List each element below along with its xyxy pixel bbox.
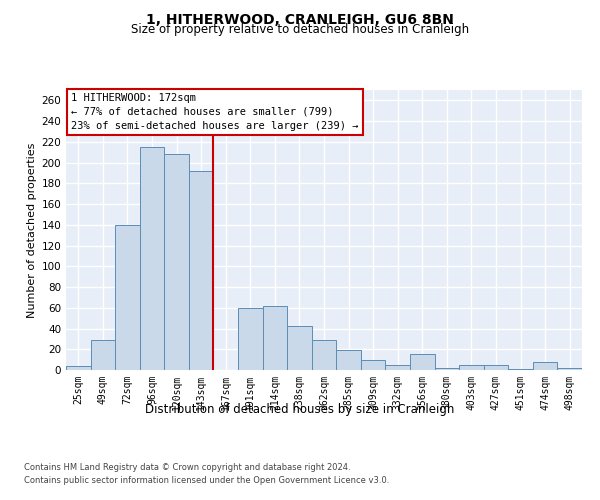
Text: 1, HITHERWOOD, CRANLEIGH, GU6 8BN: 1, HITHERWOOD, CRANLEIGH, GU6 8BN [146, 12, 454, 26]
Bar [312, 340, 336, 370]
Bar [336, 350, 361, 370]
Bar [189, 171, 214, 370]
Bar [459, 365, 484, 370]
Text: Contains HM Land Registry data © Crown copyright and database right 2024.: Contains HM Land Registry data © Crown c… [24, 462, 350, 471]
Bar [238, 308, 263, 370]
Bar [533, 362, 557, 370]
Text: 1 HITHERWOOD: 172sqm
← 77% of detached houses are smaller (799)
23% of semi-deta: 1 HITHERWOOD: 172sqm ← 77% of detached h… [71, 93, 359, 131]
Bar [91, 340, 115, 370]
Bar [434, 368, 459, 370]
Bar [263, 306, 287, 370]
Bar [164, 154, 189, 370]
Bar [66, 366, 91, 370]
Text: Distribution of detached houses by size in Cranleigh: Distribution of detached houses by size … [145, 402, 455, 415]
Bar [115, 225, 140, 370]
Bar [287, 326, 312, 370]
Bar [484, 365, 508, 370]
Bar [410, 354, 434, 370]
Text: Contains public sector information licensed under the Open Government Licence v3: Contains public sector information licen… [24, 476, 389, 485]
Bar [361, 360, 385, 370]
Bar [557, 368, 582, 370]
Bar [385, 365, 410, 370]
Bar [508, 369, 533, 370]
Text: Size of property relative to detached houses in Cranleigh: Size of property relative to detached ho… [131, 22, 469, 36]
Bar [140, 147, 164, 370]
Y-axis label: Number of detached properties: Number of detached properties [27, 142, 37, 318]
